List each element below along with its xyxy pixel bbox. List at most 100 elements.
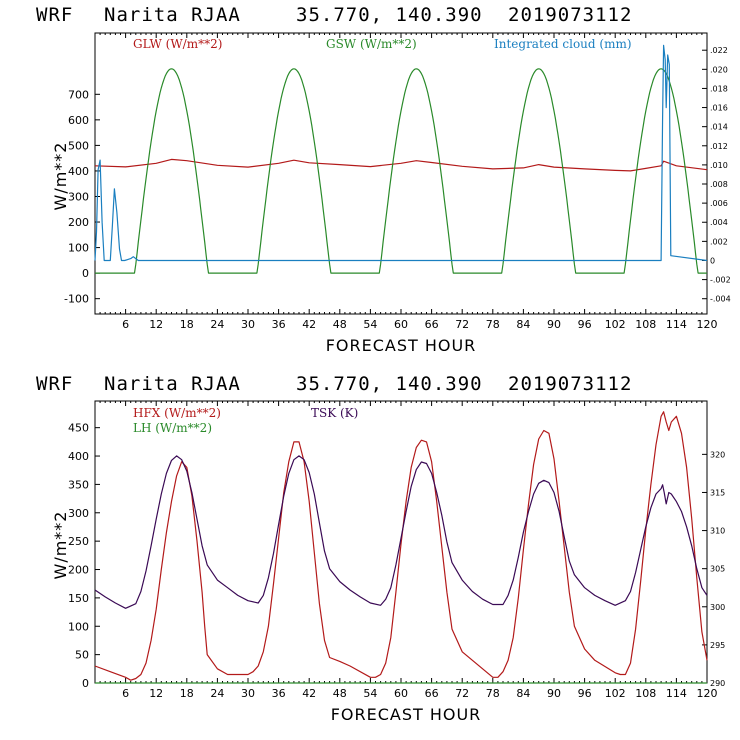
top-xtick-label: 108 [635,318,656,331]
bottom-xtick-label: 84 [516,687,530,700]
bottom-xtick-label: 30 [241,687,255,700]
top-xtick-label: 30 [241,318,255,331]
bottom-legend-lh: LH (W/m**2) [133,421,212,435]
top-ytick-label: 400 [68,165,89,178]
top-x-axis-label: FORECAST HOUR [326,336,477,355]
top-ytick-label: 100 [68,242,89,255]
top-series-gsw [95,68,707,274]
bottom-ytick-label: 400 [68,450,89,463]
top-y2tick-label: .004 [710,218,728,227]
bottom-chart-title: WRF Narita RJAA 35.770, 140.390 20190731… [36,373,632,395]
bottom-y2tick-label: 320 [710,450,725,459]
top-ytick-label: 200 [68,216,89,229]
top-title-model: WRF [36,4,73,26]
top-legend-gsw: GSW (W/m**2) [326,37,417,51]
top-xtick-label: 54 [363,318,377,331]
top-xtick-label: 96 [578,318,592,331]
top-y2tick-label: -.004 [710,295,731,304]
top-ytick-label: 300 [68,190,89,203]
top-title-station: Narita RJAA [104,4,241,26]
bottom-xtick-label: 6 [122,687,129,700]
bottom-ytick-label: 50 [75,649,89,662]
bottom-ytick-label: 100 [68,620,89,633]
bottom-x-axis: 6 12 18 24 30 36 42 48 54 60 66 72 78 84 90 96 102 108 114… [99,401,718,700]
top-xtick-label: 72 [455,318,469,331]
bottom-title-init: 2019073112 [508,373,632,395]
top-plot-frame [94,32,708,315]
bottom-xtick-label: 12 [149,687,163,700]
bottom-ytick-label: 250 [68,535,89,548]
top-y2tick-label: .020 [710,65,728,74]
bottom-xtick-label: 60 [394,687,408,700]
bottom-series-tsk [94,455,708,609]
top-series-glw [94,158,708,172]
top-y2tick-label: .018 [710,84,728,93]
bottom-xtick-label: 42 [302,687,316,700]
bottom-legend-hfx: HFX (W/m**2) [133,406,221,420]
top-y2tick-label: .010 [710,161,728,170]
bottom-xtick-label: 24 [210,687,224,700]
top-xtick-label: 6 [122,318,129,331]
bottom-ytick-label: 450 [68,422,89,435]
top-xtick-label: 78 [486,318,500,331]
top-legend-cloud: Integrated cloud (mm) [494,37,632,51]
top-xtick-label: 48 [333,318,347,331]
top-xtick-label: 114 [666,318,687,331]
bottom-series-group [94,411,708,684]
top-xtick-label: 42 [302,318,316,331]
top-xtick-label: 66 [425,318,439,331]
bottom-x-axis-label: FORECAST HOUR [331,705,482,724]
bottom-title-station: Narita RJAA [104,373,241,395]
top-xtick-label: 18 [180,318,194,331]
top-legend-glw: GLW (W/m**2) [133,37,222,51]
bottom-y-axis: 0 50 100 150 200 250 300 350 400 450 [68,422,100,690]
bottom-y-axis-label: W/m**2 [51,511,70,580]
bottom-xtick-label: 90 [547,687,561,700]
top-xtick-label: 102 [605,318,626,331]
top-y2tick-label: .006 [710,199,728,208]
bottom-title-model: WRF [36,373,73,395]
bottom-y2tick-label: 305 [710,565,725,574]
bottom-ytick-label: 200 [68,564,89,577]
top-chart-title: WRF Narita RJAA 35.770, 140.390 20190731… [36,4,632,26]
top-y2tick-label: .014 [710,123,728,132]
top-xtick-label: 60 [394,318,408,331]
top-series-group [94,44,708,274]
bottom-ytick-label: 350 [68,478,89,491]
top-xtick-label: 36 [272,318,286,331]
bottom-y2tick-label: 310 [710,527,725,536]
bottom-xtick-label: 18 [180,687,194,700]
top-y2tick-label: 0 [710,256,715,265]
bottom-xtick-label: 66 [425,687,439,700]
top-ytick-label: -100 [64,293,89,306]
top-xtick-label: 12 [149,318,163,331]
bottom-xtick-label: 72 [455,687,469,700]
bottom-y2tick-label: 300 [710,603,725,612]
bottom-title-coords: 35.770, 140.390 [296,373,483,395]
top-title-init: 2019073112 [508,4,632,26]
bottom-y2tick-label: 295 [710,641,725,650]
top-xtick-label: 24 [210,318,224,331]
top-y2tick-label: .002 [710,237,728,246]
bottom-series-hfx [94,411,708,681]
top-xtick-label: 90 [547,318,561,331]
top-xtick-label: 120 [697,318,718,331]
top-ytick-label: 0 [82,267,89,280]
bottom-ytick-label: 0 [82,677,89,690]
top-ytick-label: 500 [68,139,89,152]
top-ytick-label: 600 [68,114,89,127]
top-xtick-label: 84 [516,318,530,331]
bottom-xtick-label: 120 [697,687,718,700]
bottom-xtick-label: 114 [666,687,687,700]
bottom-ytick-label: 150 [68,592,89,605]
top-series-integrated [94,44,708,262]
bottom-xtick-label: 102 [605,687,626,700]
top-y2tick-label: .016 [710,104,728,113]
bottom-xtick-label: 48 [333,687,347,700]
top-y-axis-label: W/m**2 [51,142,70,211]
top-ytick-label: 700 [68,88,89,101]
bottom-y2tick-label: 290 [710,679,725,688]
top-title-coords: 35.770, 140.390 [296,4,483,26]
top-x-axis: 6 12 18 24 30 36 42 48 54 60 66 72 78 84 90 96 102 108 114… [99,33,718,331]
